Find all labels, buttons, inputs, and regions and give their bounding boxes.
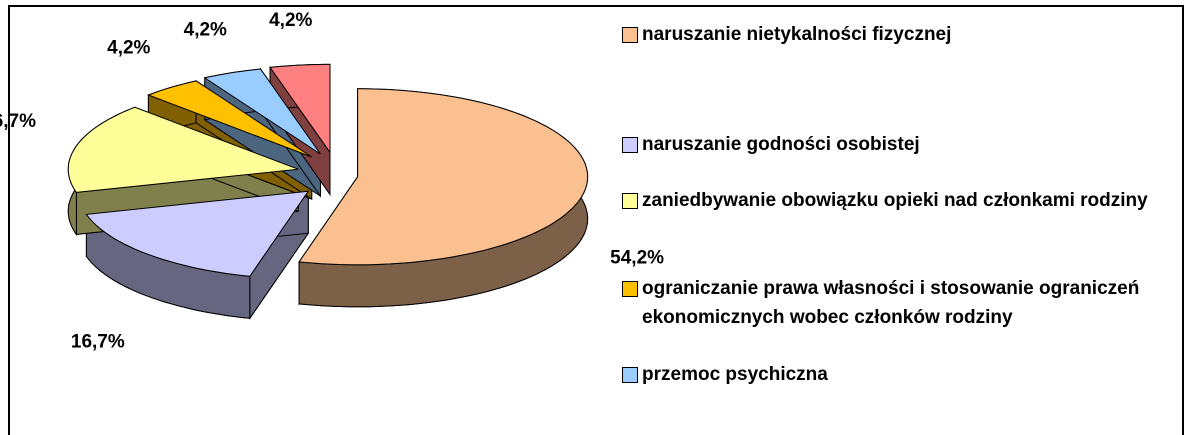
data-label: 4,2% (107, 37, 150, 58)
data-label: 4,2% (269, 10, 312, 31)
data-label: 16,7% (0, 111, 36, 132)
data-label: 54,2% (610, 248, 664, 269)
legend-swatch (622, 193, 638, 209)
slice-top (67, 106, 299, 193)
data-label: 4,2% (184, 19, 227, 40)
chart-frame (8, 5, 1184, 435)
slice-top (146, 80, 312, 158)
legend-label: naruszanie nietykalności fizycznej (642, 24, 952, 45)
slice-top (203, 68, 321, 155)
legend-swatch (622, 27, 638, 43)
legend-swatch (622, 137, 638, 153)
data-label: 16,7% (71, 331, 125, 352)
slice-top (85, 190, 310, 277)
legend-item: naruszanie nietykalności fizycznej (622, 20, 1177, 49)
legend-item: ograniczanie prawa własności i stosowani… (622, 274, 1177, 332)
slice-top (298, 88, 589, 266)
legend-item: naruszanie godności osobistej (622, 130, 1177, 159)
legend-item: przemoc psychiczna (622, 360, 1177, 389)
legend-label: zaniedbywanie obowiązku opieki nad człon… (642, 190, 1148, 211)
legend-swatch (622, 281, 638, 297)
legend-item: zaniedbywanie obowiązku opieki nad człon… (622, 186, 1177, 215)
legend-label: naruszanie godności osobistej (642, 134, 920, 155)
slice-top (269, 63, 331, 154)
legend-label: przemoc psychiczna (642, 364, 828, 385)
legend-swatch (622, 367, 638, 383)
legend-label: ograniczanie prawa własności i stosowani… (642, 278, 1140, 328)
